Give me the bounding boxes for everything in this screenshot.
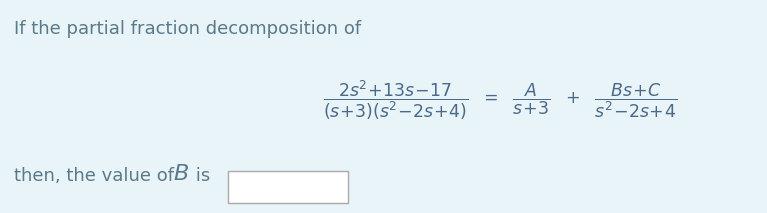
Bar [228, 171, 348, 203]
Text: If the partial fraction decomposition of: If the partial fraction decomposition of [14, 20, 361, 38]
Text: then, the value of: then, the value of [14, 167, 179, 185]
Text: is: is [190, 167, 210, 185]
Text: $\dfrac{2s^2\!+\!13s\!-\!17}{(s\!+\!3)(s^2\!-\!2s\!+\!4)}$$\ \ =\ \ $$\dfrac{A}{: $\dfrac{2s^2\!+\!13s\!-\!17}{(s\!+\!3)(s… [323, 78, 677, 122]
Text: $\mathit{B}$: $\mathit{B}$ [173, 163, 189, 185]
